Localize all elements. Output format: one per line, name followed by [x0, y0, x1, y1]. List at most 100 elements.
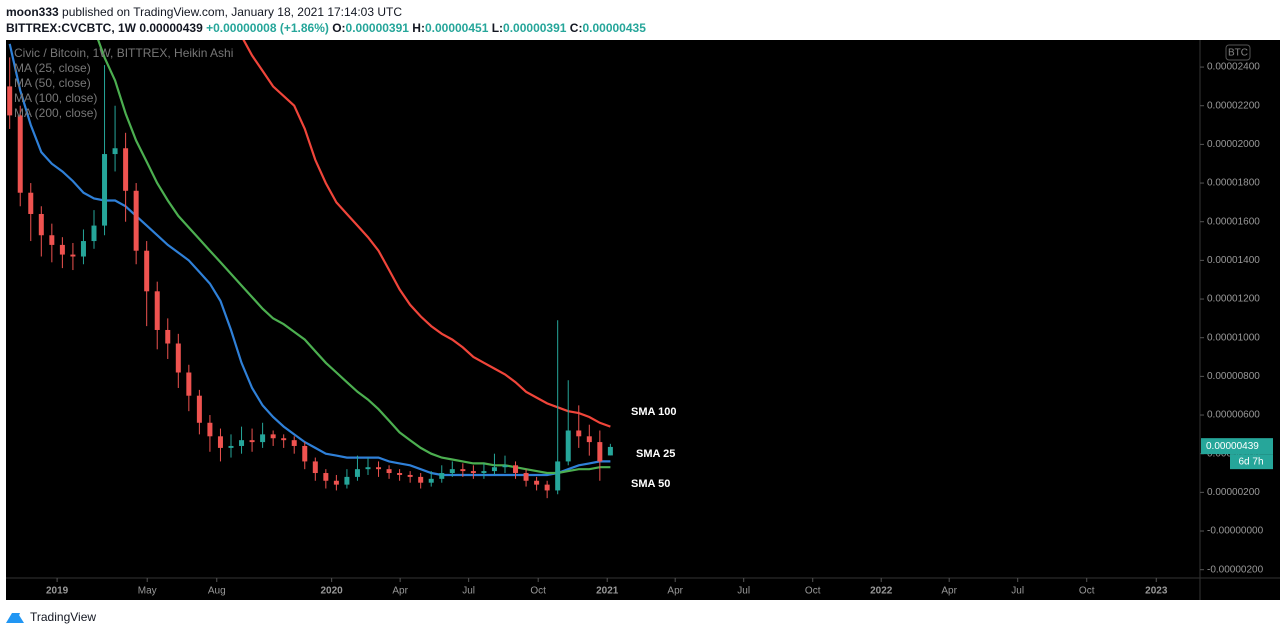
candle-body — [597, 442, 603, 462]
annotation: SMA 25 — [636, 448, 675, 460]
x-tick-label: Oct — [530, 586, 546, 597]
logo-icon — [6, 613, 24, 623]
candle-body — [386, 469, 392, 474]
candle-body — [323, 473, 329, 481]
candle-body — [28, 192, 34, 214]
x-tick-label: 2020 — [321, 586, 344, 597]
published: published on TradingView.com, January 18… — [62, 5, 403, 19]
plot-area — [6, 40, 1200, 578]
candle-body — [418, 476, 424, 483]
indicator: MA (25, close) — [14, 61, 91, 75]
x-tick-label: Oct — [805, 586, 821, 597]
header-line: BITTREX:CVCBTC, 1W 0.00000439 +0.0000000… — [6, 20, 646, 36]
candle-body — [133, 190, 139, 251]
y-tick-label: 0.00001400 — [1207, 255, 1260, 266]
candle-body — [555, 461, 561, 491]
x-tick-label: Aug — [208, 586, 226, 597]
candle-body — [302, 445, 308, 462]
candle-body — [428, 478, 434, 483]
candle-body — [470, 471, 476, 474]
candle-body — [70, 254, 76, 257]
x-tick-label: Jul — [1011, 586, 1024, 597]
candle-body — [165, 329, 171, 344]
footer-brand: TradingView — [30, 610, 96, 624]
y-tick-label: 0.00001000 — [1207, 332, 1260, 343]
candle-body — [249, 440, 255, 443]
candle-body — [91, 225, 97, 242]
ma-line — [242, 40, 611, 428]
candle-body — [217, 436, 223, 448]
x-tick-label: Apr — [392, 586, 408, 597]
h-value: 0.00000451 — [424, 21, 489, 35]
candle-body — [38, 213, 44, 236]
candle-body — [123, 148, 129, 191]
y-tick-label: 0.00001600 — [1207, 216, 1260, 227]
y-tick-label: 0.00002000 — [1207, 139, 1260, 150]
candle-body — [186, 372, 192, 396]
y-tick-label: 0.00001800 — [1207, 178, 1260, 189]
chart-title: Civic / Bitcoin, 1W, BITTREX, Heikin Ash… — [14, 46, 233, 60]
time-axis — [6, 578, 1200, 600]
c-value: 0.00000435 — [582, 21, 646, 35]
candle-body — [502, 465, 508, 468]
candle-body — [102, 154, 108, 226]
candle-body — [154, 291, 160, 330]
header: moon333 published on TradingView.com, Ja… — [6, 4, 646, 36]
candle-body — [407, 474, 413, 477]
l-value: 0.00000391 — [503, 21, 567, 35]
candle-body — [565, 430, 571, 462]
candle-body — [80, 241, 86, 257]
x-tick-label: Oct — [1079, 586, 1095, 597]
indicator: MA (200, close) — [14, 106, 97, 120]
countdown-tag — [1230, 454, 1273, 470]
ma-line — [97, 40, 611, 475]
candle-body — [365, 467, 371, 470]
candle-body — [376, 467, 382, 470]
header-line: moon333 published on TradingView.com, Ja… — [6, 4, 646, 20]
y-tick-label: 0.00000200 — [1207, 487, 1260, 498]
candle-body — [228, 445, 234, 448]
price-tag-label: 0.00000439 — [1206, 441, 1259, 452]
y-tick-label: 0.00002400 — [1207, 62, 1260, 73]
price-axis — [1200, 40, 1280, 600]
x-tick-label: 2022 — [870, 586, 893, 597]
indicator: MA (100, close) — [14, 91, 97, 105]
candle-body — [175, 343, 181, 373]
candle-body — [59, 244, 65, 255]
candle-body — [291, 440, 297, 446]
candle-body — [354, 469, 360, 477]
author: moon333 — [6, 5, 59, 19]
y-tick-label: -0.00000000 — [1207, 526, 1264, 537]
candle-body — [281, 438, 287, 441]
x-tick-label: Jul — [462, 586, 475, 597]
o-value: 0.00000391 — [345, 21, 409, 35]
candle-body — [586, 436, 592, 443]
candle-body — [344, 476, 350, 485]
candle-body — [207, 422, 213, 437]
symbol: BITTREX:CVCBTC, 1W — [6, 21, 136, 35]
l-label: L: — [491, 21, 504, 35]
x-tick-label: Apr — [667, 586, 683, 597]
c-label: C: — [569, 21, 583, 35]
candle-body — [7, 86, 13, 116]
y-tick-label: 0.00000800 — [1207, 371, 1260, 382]
axis-unit: BTC — [1228, 48, 1248, 59]
candle-body — [544, 484, 550, 491]
candle-body — [607, 446, 613, 456]
unit-box — [1225, 44, 1251, 61]
candle-body — [49, 235, 55, 245]
x-tick-label: Jul — [737, 586, 750, 597]
indicator: MA (50, close) — [14, 76, 91, 90]
candle-body — [260, 434, 266, 443]
price-tag — [1201, 438, 1273, 455]
x-tick-label: 2021 — [596, 586, 619, 597]
candle-body — [312, 461, 318, 474]
candle-body — [239, 440, 245, 446]
candle-body — [144, 250, 150, 292]
x-tick-label: May — [138, 586, 157, 597]
x-tick-label: 2023 — [1145, 586, 1168, 597]
candle-body — [196, 395, 202, 423]
annotation: SMA 100 — [631, 406, 676, 418]
